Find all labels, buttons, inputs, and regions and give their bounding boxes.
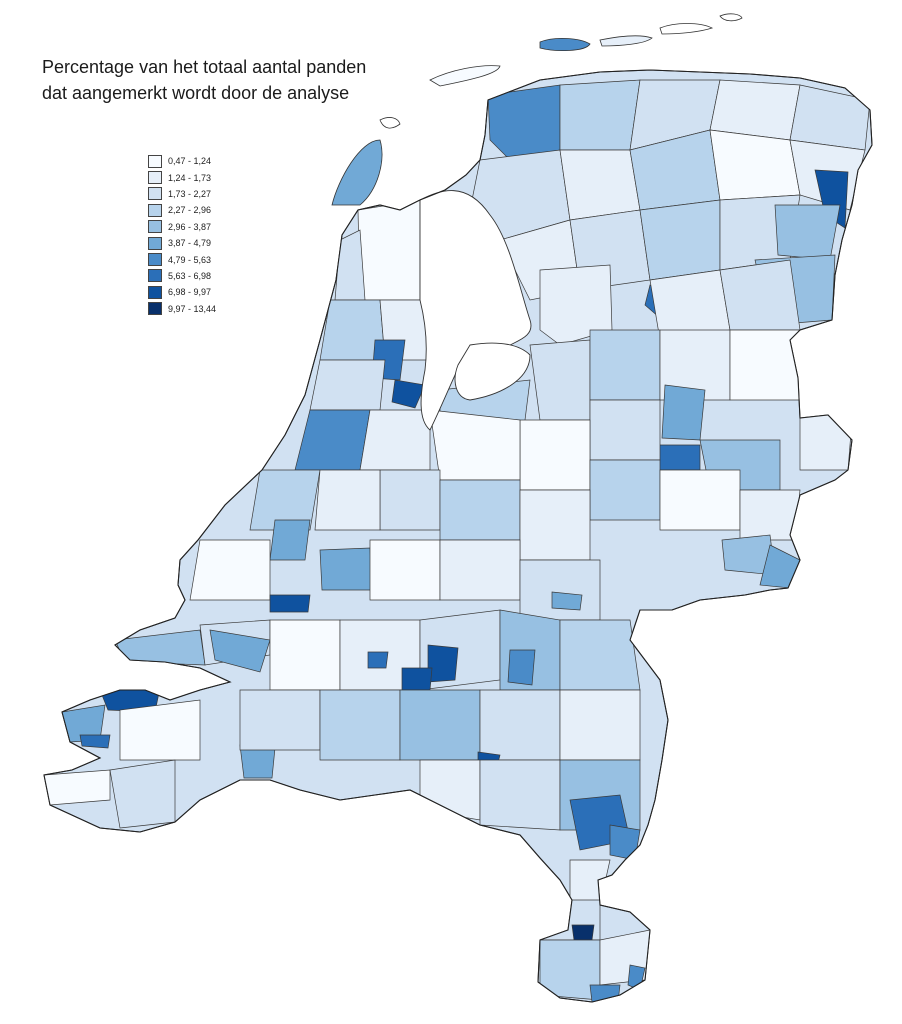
legend-label: 2,96 - 3,87 xyxy=(168,221,212,232)
legend-item: 1,24 - 1,73 xyxy=(148,169,216,185)
legend-item: 2,27 - 2,96 xyxy=(148,202,216,218)
legend-swatch xyxy=(148,285,162,299)
map-title-line-2: dat aangemerkt wordt door de analyse xyxy=(42,83,350,103)
legend-label: 6,98 - 9,97 xyxy=(168,287,212,298)
legend-swatch xyxy=(148,220,162,234)
legend-swatch xyxy=(148,236,162,250)
legend-label: 1,73 - 2,27 xyxy=(168,188,212,199)
legend-swatch xyxy=(148,269,162,283)
legend-label: 9,97 - 13,44 xyxy=(168,303,217,314)
legend-item: 2,96 - 3,87 xyxy=(148,219,216,235)
legend-item: 1,73 - 2,27 xyxy=(148,186,216,202)
legend-label: 1,24 - 1,73 xyxy=(168,172,212,183)
legend-label: 3,87 - 4,79 xyxy=(168,238,212,249)
legend-label: 2,27 - 2,96 xyxy=(168,205,212,216)
markermeer-water xyxy=(454,342,531,401)
legend-item: 4,79 - 5,63 xyxy=(148,251,216,267)
map-title: Percentage van het totaal aantal panden … xyxy=(42,54,366,106)
map-legend: 0,47 - 1,24 1,24 - 1,73 1,73 - 2,27 2,27… xyxy=(148,153,216,317)
legend-swatch xyxy=(148,187,162,201)
municipalities xyxy=(44,79,871,1002)
legend-label: 0,47 - 1,24 xyxy=(168,156,212,167)
legend-label: 5,63 - 6,98 xyxy=(168,270,212,281)
legend-item: 5,63 - 6,98 xyxy=(148,268,216,284)
mainland-outline xyxy=(43,69,873,1003)
legend-swatch xyxy=(148,154,162,168)
wadden-islands xyxy=(331,13,743,206)
legend-swatch xyxy=(148,171,162,185)
map-title-line-1: Percentage van het totaal aantal panden xyxy=(42,57,367,77)
legend-item: 9,97 - 13,44 xyxy=(148,301,216,317)
legend-swatch xyxy=(148,203,162,217)
legend-swatch xyxy=(148,302,162,316)
legend-label: 4,79 - 5,63 xyxy=(168,254,212,265)
legend-item: 3,87 - 4,79 xyxy=(148,235,216,251)
legend-item: 0,47 - 1,24 xyxy=(148,153,216,169)
legend-item: 6,98 - 9,97 xyxy=(148,284,216,300)
legend-swatch xyxy=(148,253,162,267)
